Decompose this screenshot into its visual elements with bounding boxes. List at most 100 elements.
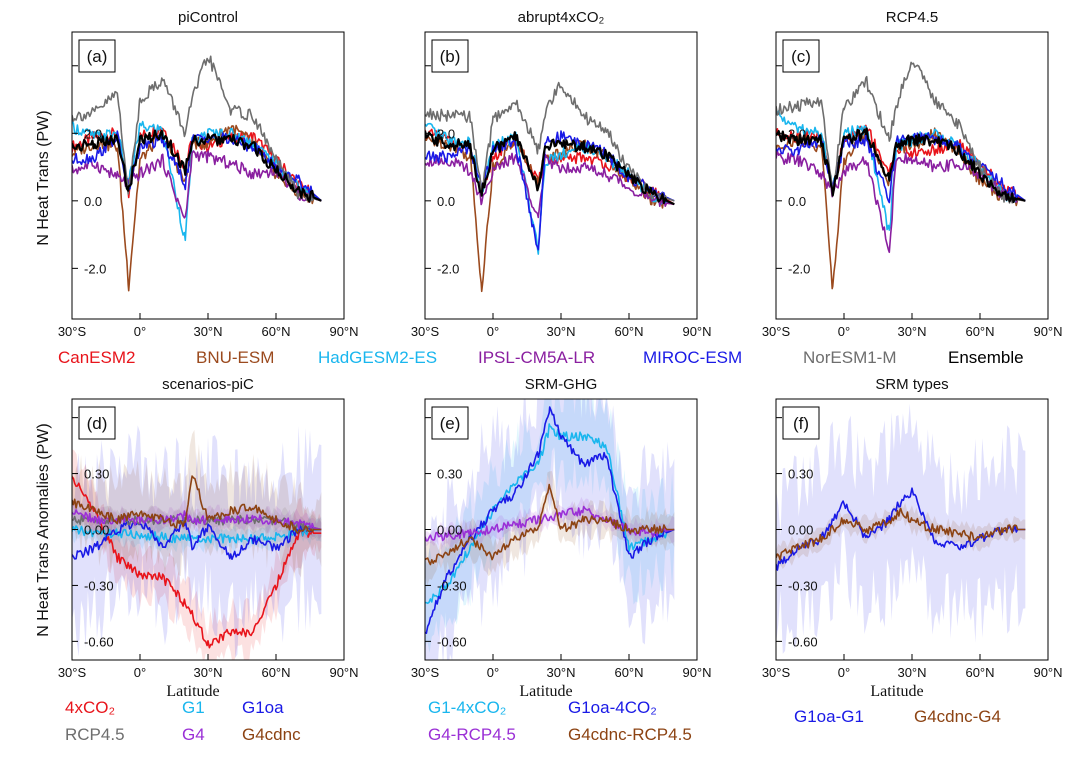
panel-label: (a) (87, 47, 108, 66)
series-line-G4cdnc (72, 475, 322, 535)
x-tick-label: 30°S (762, 324, 791, 339)
x-tick-label: 90°N (1033, 324, 1062, 339)
legend-e-G1oa: G1oa-4CO₂ (568, 698, 657, 717)
y-tick-label: -0.60 (84, 634, 114, 649)
x-tick-label: 30°S (411, 324, 440, 339)
legend-entry-NorESM1-M: NorESM1-M (803, 348, 897, 367)
band-G4cdnc (425, 471, 675, 586)
plot-frame (424, 398, 698, 661)
band-G4cdnc (776, 500, 1026, 570)
y-tick-label: 0.0 (84, 194, 102, 209)
x-tick-label: 30°S (762, 665, 791, 680)
plot-frame (775, 31, 1049, 320)
x-tick-label: 0° (487, 665, 499, 680)
plot-area (425, 399, 675, 660)
panel-e: SRM-GHG 30°S 0° 30°N 60°N 90°N -0.60 -0.30 0.00 0… (411, 376, 712, 700)
legend-entry-BNU-ESM: BNU-ESM (196, 348, 274, 367)
y-tick-label: -0.60 (437, 634, 467, 649)
x-axis-label: Latitude (870, 683, 923, 700)
panel-label-box (78, 39, 116, 73)
series-line-G4 (425, 505, 675, 542)
x-tick-label: 60°N (261, 665, 290, 680)
x-tick-label: 30°N (897, 324, 926, 339)
series-line-4xCO2 (72, 476, 322, 649)
series-line-G4cdnc (425, 483, 675, 566)
plot-frame (71, 398, 345, 661)
series-line-G1 (72, 525, 322, 545)
y-tick-label: -2.0 (84, 261, 106, 276)
series-line-G1 (425, 423, 675, 605)
band-G4cdnc (72, 429, 322, 579)
y-tick-label: -2.0 (788, 261, 810, 276)
y-tick-label: 0.0 (437, 194, 455, 209)
panel-label: (e) (440, 414, 461, 433)
series-line-Ensemble (776, 127, 1026, 204)
series-line-BNU-ESM (72, 124, 322, 292)
y-tick-label: 0.00 (437, 523, 462, 538)
series-line-IPSL-CM5A-LR (72, 150, 322, 219)
legend-e-G1: G1-4xCO₂ (428, 698, 506, 717)
legend-e-G4cdnc: G4cdnc-RCP4.5 (568, 725, 692, 744)
series-line-HadGESM2-ES (425, 122, 675, 255)
panel-title: SRM-GHG (525, 376, 598, 393)
legend-f-G1oa: G1oa-G1 (794, 707, 864, 726)
legend-e-G4: G4-RCP4.5 (428, 725, 516, 744)
panel-label-box (431, 39, 469, 73)
series-line-G1oa (72, 519, 322, 560)
panel-title: abrupt4xCO₂ (518, 9, 605, 26)
panel-title: piControl (178, 9, 238, 26)
x-tick-label: 30°N (193, 665, 222, 680)
legend-d-4xCO2: 4xCO₂ (65, 698, 115, 717)
panel-label-box (78, 406, 116, 440)
legend-entry-Ensemble: Ensemble (948, 348, 1024, 367)
x-tick-label: 60°N (614, 324, 643, 339)
y-tick-label: -0.30 (788, 578, 818, 593)
panel-label-box (782, 39, 820, 73)
plot-area (72, 55, 322, 292)
band-G1oa (776, 403, 1026, 654)
series-line-NorESM1-M (776, 61, 1026, 204)
band-G1 (425, 399, 675, 654)
y-tick-label: 0.0 (788, 194, 806, 209)
plot-frame (775, 398, 1049, 661)
series-line-HadGESM2-ES (776, 110, 1026, 231)
x-tick-label: 0° (134, 665, 146, 680)
x-tick-label: 30°S (411, 665, 440, 680)
x-tick-label: 60°N (965, 324, 994, 339)
panel-label: (c) (791, 47, 811, 66)
plot-area (425, 81, 675, 293)
y-tick-label: 0.30 (84, 467, 109, 482)
panel-label: (d) (87, 414, 108, 433)
y-tick-label: 2.0 (437, 126, 455, 141)
x-tick-label: 0° (838, 665, 850, 680)
x-tick-label: 30°N (897, 665, 926, 680)
y-axis-label-top: N Heat Trans (PW) (35, 110, 52, 245)
y-tick-label: -2.0 (437, 261, 459, 276)
series-line-NorESM1-M (72, 55, 322, 203)
x-tick-label: 60°N (965, 665, 994, 680)
panel-a: piControl30°S0°30°N60°N90°N-2.00.02.04.0… (58, 9, 359, 339)
y-tick-label: 0.00 (84, 523, 109, 538)
panel-label-box (782, 406, 820, 440)
panel-f: SRM types 30°S 0° 30°N 60°N 90°N -0.60 -0.30 0.0… (762, 376, 1063, 700)
y-tick-label: -0.30 (84, 578, 114, 593)
y-tick-label: 0.30 (788, 467, 813, 482)
x-tick-label: 90°N (329, 324, 358, 339)
panel-b: abrupt4xCO₂30°S0°30°N60°N90°N-2.00.02.04… (411, 9, 712, 339)
legend-d-G4: G4 (182, 725, 205, 744)
legend-d-G4cdnc: G4cdnc (242, 725, 301, 744)
plot-frame (424, 31, 698, 320)
legend-d-G1: G1 (182, 698, 205, 717)
legend-d-G1oa: G1oa (242, 698, 284, 717)
series-line-IPSL-CM5A-LR (776, 150, 1026, 254)
x-tick-label: 90°N (329, 665, 358, 680)
series-line-Ensemble (72, 129, 322, 203)
y-tick-label: -0.60 (788, 634, 818, 649)
x-tick-label: 60°N (261, 324, 290, 339)
y-tick-label: 0.00 (788, 523, 813, 538)
series-line-G1oa (776, 487, 1026, 571)
plot-area (776, 61, 1026, 290)
x-axis-label: Latitude (519, 683, 572, 700)
x-axis-label: Latitude (166, 683, 219, 700)
